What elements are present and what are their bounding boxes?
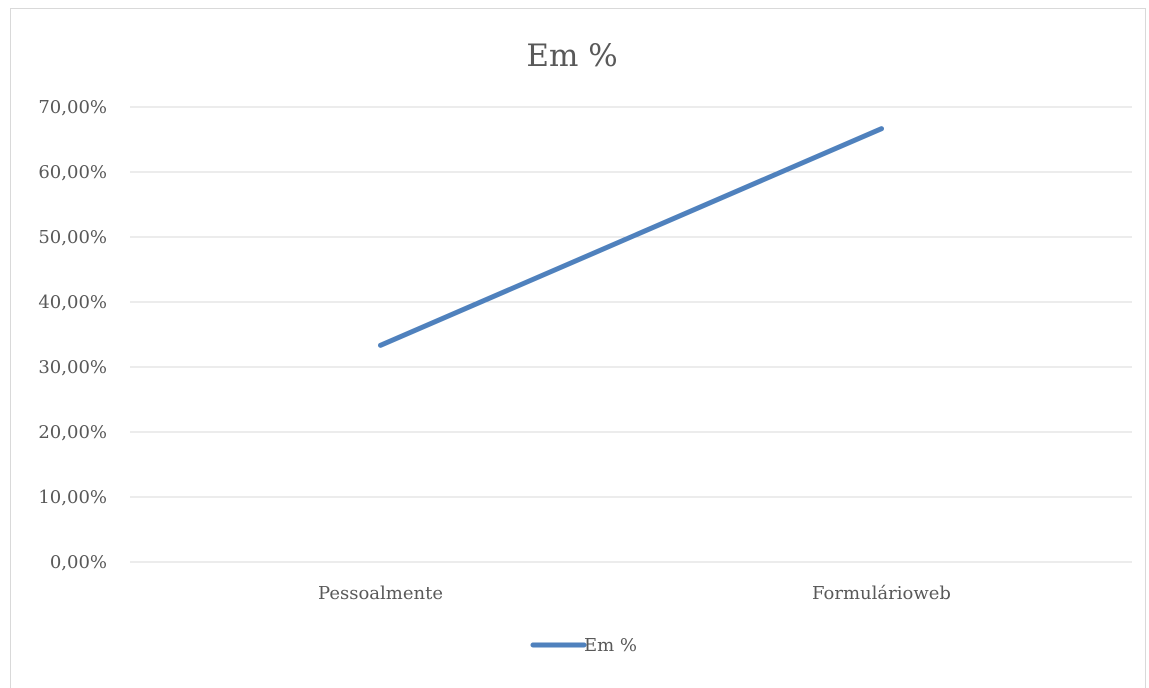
gridlines: [130, 106, 1132, 563]
y-axis-ticks: 0,00% 10,00% 20,00% 30,00% 40,00% 50,00% 60,00…: [38, 97, 107, 573]
y-tick-label: 70,00%: [38, 97, 107, 118]
y-tick-label: 60,00%: [38, 162, 107, 183]
series-line: [378, 126, 884, 348]
y-tick-label: 0,00%: [50, 552, 107, 573]
legend-label: Em %: [584, 635, 637, 656]
y-tick-label: 30,00%: [38, 357, 107, 378]
y-tick-label: 50,00%: [38, 227, 107, 248]
y-tick-label: 20,00%: [38, 422, 107, 443]
chart-title: Em %: [526, 38, 617, 74]
legend: Em %: [530, 635, 637, 656]
series-lines: [378, 126, 884, 348]
y-tick-label: 40,00%: [38, 292, 107, 313]
x-tick-label: Pessoalmente: [318, 583, 443, 604]
chart-frame: [10, 8, 1146, 688]
x-axis-ticks: Pessoalmente Formulárioweb: [318, 583, 951, 604]
y-tick-label: 10,00%: [38, 487, 107, 508]
x-tick-label: Formulárioweb: [812, 583, 951, 604]
